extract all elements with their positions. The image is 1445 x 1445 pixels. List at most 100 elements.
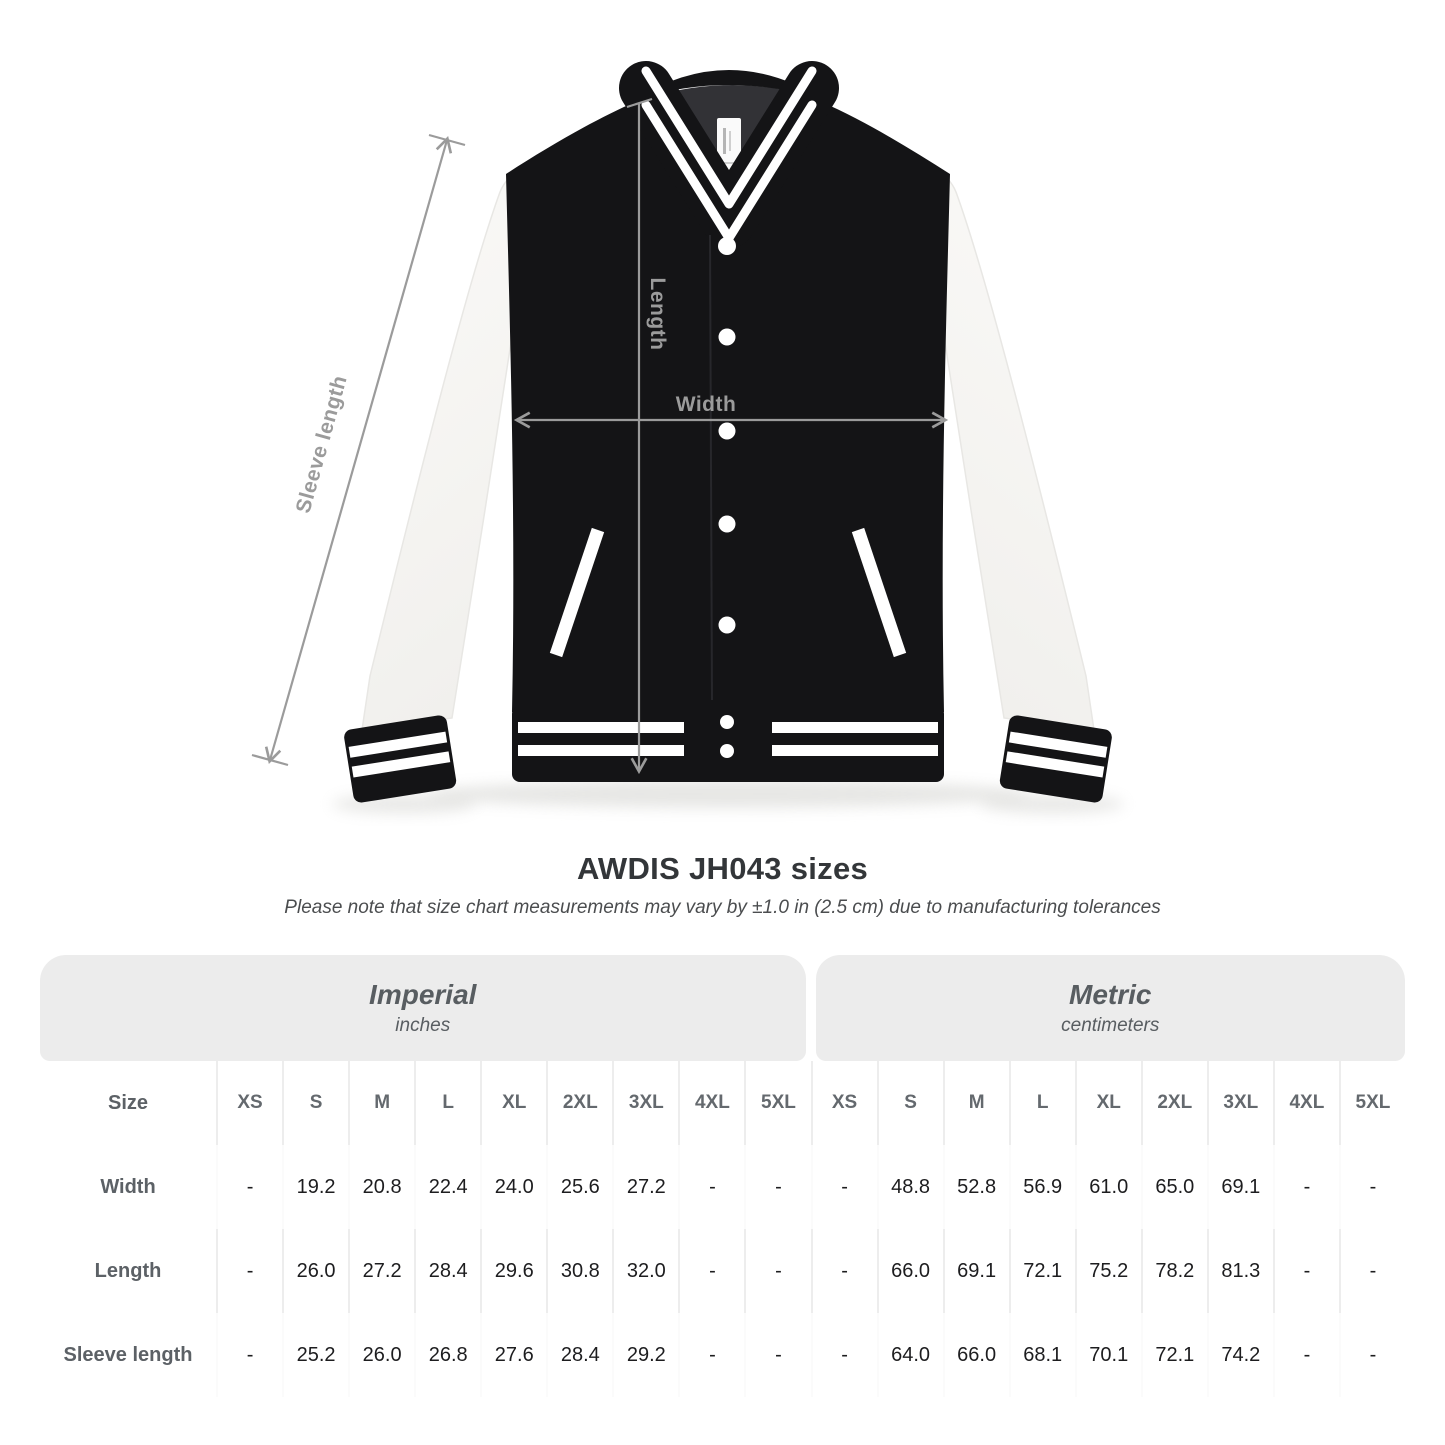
value-cell: 74.2 xyxy=(1206,1313,1273,1397)
value-cell: - xyxy=(1338,1313,1405,1397)
value-cell: 32.0 xyxy=(612,1229,679,1313)
unit-name-metric: Metric xyxy=(1069,979,1152,1010)
value-cell: 26.8 xyxy=(414,1313,481,1397)
value-cell: - xyxy=(1272,1229,1339,1313)
size-table: Imperial inches Metric centimeters Size … xyxy=(40,955,1405,1397)
pocket-welt-left xyxy=(549,527,605,658)
value-cell: - xyxy=(216,1229,283,1313)
value-cell: 72.1 xyxy=(1140,1313,1207,1397)
value-cell: - xyxy=(810,1145,877,1229)
size-header: 2XL xyxy=(546,1061,613,1145)
value-cell: 68.1 xyxy=(1008,1313,1075,1397)
value-cell: 28.4 xyxy=(414,1229,481,1313)
row-label-length: Length xyxy=(40,1229,216,1313)
value-cell: 72.1 xyxy=(1008,1229,1075,1313)
value-cell: - xyxy=(216,1313,283,1397)
size-header: 3XL xyxy=(612,1061,679,1145)
value-cell: 25.6 xyxy=(546,1145,613,1229)
value-cell: 25.2 xyxy=(282,1313,349,1397)
value-cell: 19.2 xyxy=(282,1145,349,1229)
value-cell: 27.2 xyxy=(348,1229,415,1313)
size-header: 3XL xyxy=(1206,1061,1273,1145)
unit-band-imperial: Imperial inches xyxy=(40,955,806,1061)
sleeve-length-label: Sleeve length xyxy=(292,373,352,516)
value-cell: 29.2 xyxy=(612,1313,679,1397)
size-header: S xyxy=(876,1061,943,1145)
measurement-arrows xyxy=(251,97,949,775)
size-header: L xyxy=(1008,1061,1075,1145)
size-header: M xyxy=(348,1061,415,1145)
unit-band-metric: Metric centimeters xyxy=(815,955,1405,1061)
unit-sub-imperial: inches xyxy=(395,1015,451,1036)
value-cell: - xyxy=(216,1145,283,1229)
value-cell: - xyxy=(1338,1229,1405,1313)
jacket-body xyxy=(506,96,950,712)
size-header: 5XL xyxy=(744,1061,811,1145)
value-cell: - xyxy=(744,1145,811,1229)
value-cell: 66.0 xyxy=(942,1313,1009,1397)
cuff-shadow-right xyxy=(980,794,1124,814)
snap-buttons xyxy=(718,237,736,758)
value-cell: - xyxy=(678,1229,745,1313)
value-cell: 81.3 xyxy=(1206,1229,1273,1313)
tolerance-note: Please note that size chart measurements… xyxy=(284,897,1161,918)
value-cell: - xyxy=(744,1313,811,1397)
value-cell: - xyxy=(678,1313,745,1397)
size-header: XS xyxy=(810,1061,877,1145)
size-header: 4XL xyxy=(1272,1061,1339,1145)
unit-sub-metric: centimeters xyxy=(1061,1015,1160,1036)
row-label-sleeve-length: Sleeve length xyxy=(40,1313,216,1397)
value-cell: - xyxy=(744,1229,811,1313)
size-header: S xyxy=(282,1061,349,1145)
value-cell: 27.6 xyxy=(480,1313,547,1397)
value-cell: 69.1 xyxy=(1206,1145,1273,1229)
width-label: Width xyxy=(676,393,737,416)
value-cell: 28.4 xyxy=(546,1313,613,1397)
value-cell: 29.6 xyxy=(480,1229,547,1313)
page-title: AWDIS JH043 sizes xyxy=(576,851,869,886)
value-cell: 75.2 xyxy=(1074,1229,1141,1313)
cuff-shadow-left xyxy=(332,794,476,814)
placket-seam xyxy=(709,234,713,701)
value-cell: 66.0 xyxy=(876,1229,943,1313)
waistband xyxy=(512,706,944,782)
unit-name-imperial: Imperial xyxy=(369,979,477,1010)
value-cell: 30.8 xyxy=(546,1229,613,1313)
value-cell: 20.8 xyxy=(348,1145,415,1229)
value-cell: 78.2 xyxy=(1140,1229,1207,1313)
value-cell: 70.1 xyxy=(1074,1313,1141,1397)
length-label: Length xyxy=(646,278,669,351)
value-cell: - xyxy=(810,1229,877,1313)
size-header: 5XL xyxy=(1338,1061,1405,1145)
value-cell: - xyxy=(810,1313,877,1397)
value-cell: 26.0 xyxy=(282,1229,349,1313)
back-collar xyxy=(634,70,824,100)
value-cell: 65.0 xyxy=(1140,1145,1207,1229)
value-cell: - xyxy=(1272,1145,1339,1229)
pocket-welt-right xyxy=(851,527,907,658)
value-cell: - xyxy=(678,1145,745,1229)
value-cell: - xyxy=(1272,1313,1339,1397)
size-header: M xyxy=(942,1061,1009,1145)
value-cell: 27.2 xyxy=(612,1145,679,1229)
value-cell: 26.0 xyxy=(348,1313,415,1397)
value-cell: - xyxy=(1338,1145,1405,1229)
jacket-measurement-diagram: Sleeve length Length Width xyxy=(251,61,1124,814)
size-header: 4XL xyxy=(678,1061,745,1145)
size-column-header: Size xyxy=(40,1061,216,1145)
value-cell: 61.0 xyxy=(1074,1145,1141,1229)
value-cell: 48.8 xyxy=(876,1145,943,1229)
size-header: 2XL xyxy=(1140,1061,1207,1145)
size-header: L xyxy=(414,1061,481,1145)
size-header: XL xyxy=(480,1061,547,1145)
value-cell: 24.0 xyxy=(480,1145,547,1229)
value-cell: 56.9 xyxy=(1008,1145,1075,1229)
size-header: XS xyxy=(216,1061,283,1145)
value-cell: 22.4 xyxy=(414,1145,481,1229)
size-header: XL xyxy=(1074,1061,1141,1145)
ground-shadow xyxy=(428,780,1028,808)
value-cell: 52.8 xyxy=(942,1145,1009,1229)
row-label-width: Width xyxy=(40,1145,216,1229)
value-cell: 64.0 xyxy=(876,1313,943,1397)
value-cell: 69.1 xyxy=(942,1229,1009,1313)
